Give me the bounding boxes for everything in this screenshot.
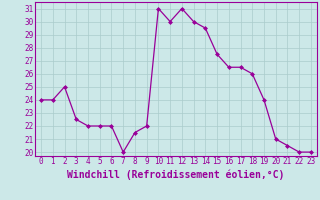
- X-axis label: Windchill (Refroidissement éolien,°C): Windchill (Refroidissement éolien,°C): [67, 169, 285, 180]
